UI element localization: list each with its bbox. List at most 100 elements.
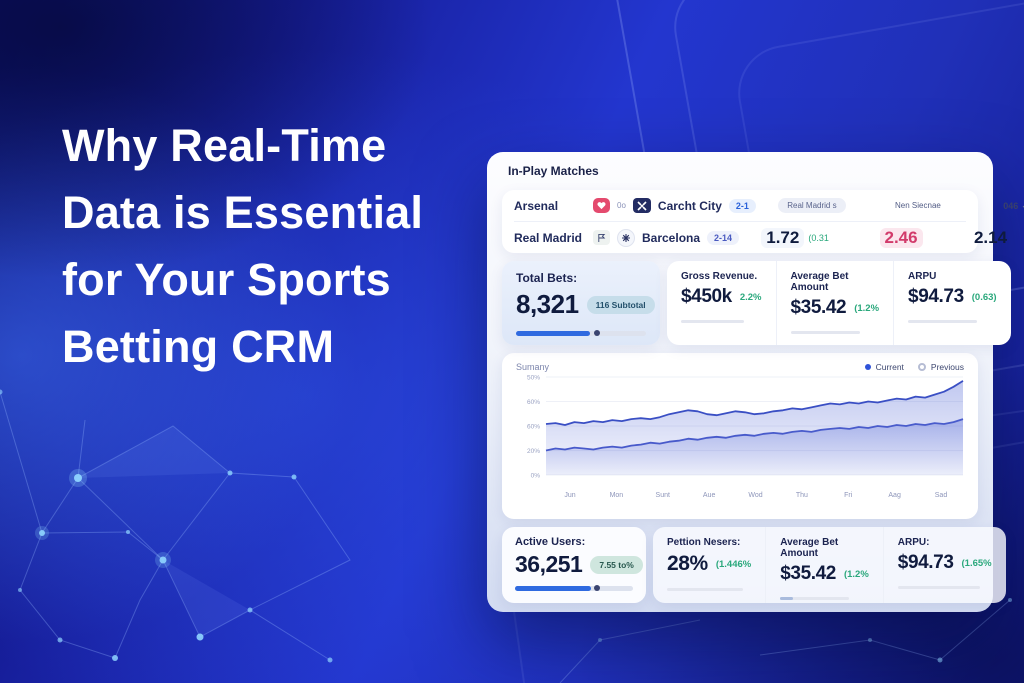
stat-delta: (1.446% <box>715 558 752 570</box>
summary-chart-card: Sumany Current Previous 50% 60% 60% 20% 0% Ju… <box>502 353 978 519</box>
away-team-label: Carcht City <box>657 198 722 213</box>
madrid-flag-icon <box>593 230 610 245</box>
progress-line <box>908 320 978 323</box>
stat-value: $94.73 <box>897 552 954 573</box>
stat-label: Pettion Nesers: <box>667 537 741 548</box>
stat-delta: (1.2% <box>843 568 869 580</box>
stat-label: Total Bets: <box>516 271 578 285</box>
legend-label: Current <box>875 362 904 372</box>
column-header-pill: Real Madrid s <box>778 198 846 213</box>
stat-card-arpu-bottom: ARPU: $94.73 (1.65% <box>882 527 1006 603</box>
top-stats-row: Total Bets: 8,321 116 Subtotal Gross Rev… <box>502 261 1011 345</box>
svg-text:Thu: Thu <box>796 492 808 499</box>
score-badge: 2-1 <box>728 198 756 213</box>
headline-line: Why Real-Time <box>62 120 387 171</box>
total-bets-card: Total Bets: 8,321 116 Subtotal <box>502 261 660 345</box>
arsenal-crest-icon <box>593 198 610 213</box>
home-team-label: Arsenal <box>514 198 559 213</box>
legend-item-previous[interactable]: Previous <box>917 362 964 372</box>
stat-label: ARPU: <box>897 537 930 548</box>
stat-card-avg-bet: Average Bet Amount $35.42 (1.2% <box>775 261 894 345</box>
stat-label: Active Users: <box>515 536 586 548</box>
stat-value: 28% <box>667 552 708 575</box>
column-header-label: Nen Siecnae <box>895 201 941 210</box>
chevron-down-icon: ⌄ <box>1021 201 1024 210</box>
stat-value: $450k <box>681 286 732 307</box>
home-team-label: Real Madrid <box>514 230 583 245</box>
odds-draw[interactable]: 2.46 <box>879 227 923 248</box>
stat-delta: 2.2% <box>739 291 762 303</box>
progress-line <box>780 597 850 600</box>
stat-label: Average Bet Amount <box>780 537 839 559</box>
legend-item-current[interactable]: Current <box>864 362 904 372</box>
progress-line <box>681 320 744 323</box>
bottom-stats-group: Pettion Nesers: 28% (1.446% Average Bet … <box>653 527 1006 603</box>
svg-text:Aag: Aag <box>888 492 901 499</box>
top-stats-group: Gross Revenue. $450k 2.2% Average Bet Am… <box>667 261 1011 345</box>
odds-value: 2.46 <box>879 227 923 248</box>
headline-line: Betting CRM <box>62 321 335 372</box>
headline-line: Data is Essential <box>62 187 424 238</box>
match-row[interactable]: Arsenal 0o Carcht City 2-1 Real Madrid s… <box>514 190 1024 221</box>
stat-badge: 116 Subtotal <box>586 295 655 314</box>
progress-bar <box>516 330 646 336</box>
city-crest-icon <box>632 198 651 213</box>
stat-value: $35.42 <box>780 563 836 584</box>
headline-line: for Your Sports <box>62 254 391 305</box>
stat-label: ARPU <box>908 271 937 282</box>
active-users-card: Active Users: 36,251 7.55 to% <box>502 527 646 603</box>
barcelona-ball-icon <box>617 228 635 247</box>
svg-text:Sad: Sad <box>935 492 948 499</box>
dropdown-value: 046 <box>1003 200 1019 211</box>
svg-text:Fri: Fri <box>844 492 853 499</box>
matches-card: Arsenal 0o Carcht City 2-1 Real Madrid s… <box>502 190 1024 253</box>
versus-label: 0o <box>617 201 626 210</box>
chart-title: Sumany <box>516 362 550 372</box>
stat-delta: (1.2% <box>854 302 880 314</box>
dashboard-title: In-Play Matches <box>508 164 599 178</box>
stat-card-avg-bet-bottom: Average Bet Amount $35.42 (1.2% <box>765 527 883 603</box>
svg-text:Aue: Aue <box>703 492 716 499</box>
stat-card-gross-revenue: Gross Revenue. $450k 2.2% <box>667 261 776 345</box>
odds-delta: (0.31 <box>808 232 829 243</box>
svg-text:Sunt: Sunt <box>656 492 670 499</box>
score-badge: 2-14 <box>707 230 740 245</box>
stat-label: Gross Revenue. <box>681 271 758 282</box>
stat-delta: (0.63) <box>971 291 997 303</box>
area-chart: 50% 60% 60% 20% 0% Jun Mon Sunt Aue Wod Thu Fri Aag S… <box>527 375 964 499</box>
current-dot-icon <box>864 364 871 370</box>
svg-text:20%: 20% <box>527 448 540 455</box>
odds-home[interactable]: 1.72 (0.31 <box>761 227 829 248</box>
stat-card-arpu: ARPU $94.73 (0.63) <box>893 261 1011 345</box>
stat-label: Average Bet Amount <box>790 271 849 293</box>
progress-line <box>790 331 860 334</box>
match-row[interactable]: Real Madrid Barcelona 2-14 1.72 (0.31 <box>514 221 1007 253</box>
svg-text:Wod: Wod <box>748 492 762 499</box>
odds-away[interactable]: 2.14 <box>974 228 1011 248</box>
legend-label: Previous <box>930 362 964 372</box>
progress-line <box>667 588 743 591</box>
stat-delta: (1.65% <box>961 557 992 569</box>
chart-legend: Current Previous <box>864 362 964 372</box>
svg-text:60%: 60% <box>527 424 540 431</box>
stat-value: $35.42 <box>790 297 847 318</box>
previous-dot-icon <box>917 363 926 371</box>
svg-text:Jun: Jun <box>564 492 575 499</box>
page-title: Why Real-Time Data is Essential for Your… <box>62 112 423 380</box>
odds-market-dropdown[interactable]: 046 ⌄ <box>1003 201 1024 211</box>
dashboard-card: In-Play Matches Arsenal 0o Carcht City 2… <box>487 152 1024 612</box>
stat-value: $94.73 <box>908 286 964 307</box>
stat-value: 36,251 <box>515 551 583 577</box>
odds-value: 1.72 <box>761 227 805 248</box>
svg-text:50%: 50% <box>527 375 540 382</box>
bottom-stats-row: Active Users: 36,251 7.55 to% Pettion Ne… <box>502 527 1006 603</box>
away-team-label: Barcelona <box>642 230 701 245</box>
svg-text:Mon: Mon <box>610 492 624 499</box>
stat-card-retention: Pettion Nesers: 28% (1.446% <box>653 527 765 603</box>
stat-badge: 7.55 to% <box>590 555 643 574</box>
odds-value: 2.14 <box>973 227 1008 247</box>
progress-line <box>897 586 981 589</box>
svg-text:0%: 0% <box>531 473 541 480</box>
